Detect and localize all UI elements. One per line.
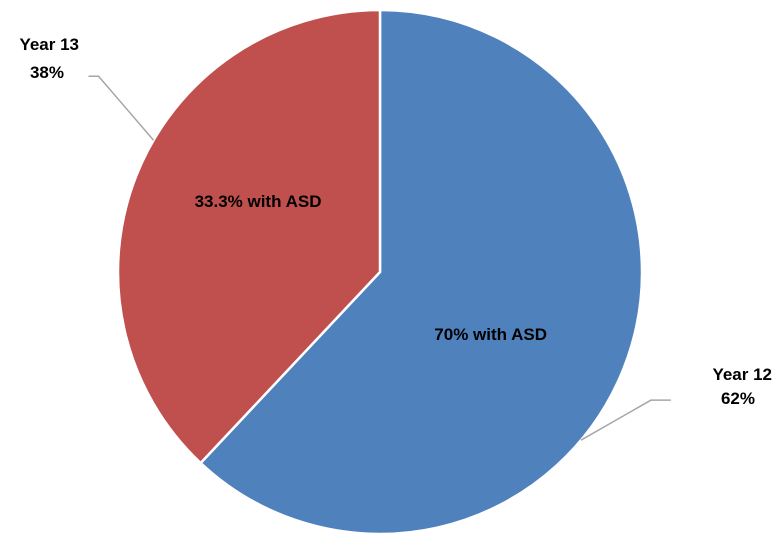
pie-slices xyxy=(118,10,642,533)
slice-inner-label-year-13: 33.3% with ASD xyxy=(195,192,322,211)
percent-label-year-12: 62% xyxy=(721,389,755,408)
leader-line-year-13 xyxy=(89,76,154,140)
percent-label-year-13: 38% xyxy=(30,63,64,82)
slice-inner-label-year-12: 70% with ASD xyxy=(434,325,547,344)
category-label-year-13: Year 13 xyxy=(19,35,79,54)
category-label-year-12: Year 12 xyxy=(712,365,772,384)
